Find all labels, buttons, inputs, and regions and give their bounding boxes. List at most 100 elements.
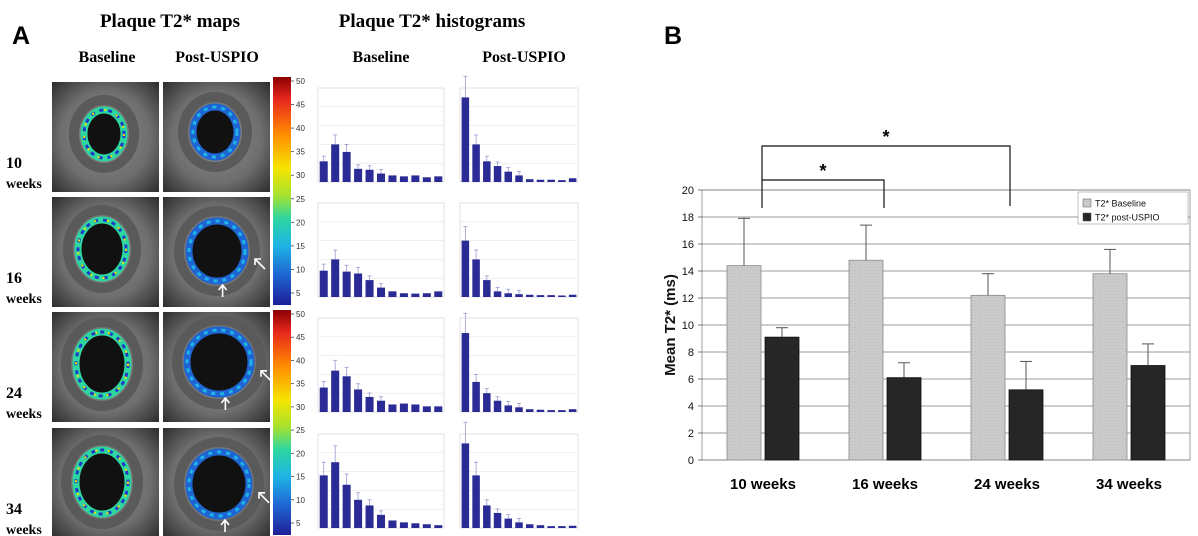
histogram-bar	[515, 294, 523, 297]
histogram-bar	[525, 294, 534, 297]
bar-post-uspio	[764, 336, 800, 461]
histogram-bar	[536, 409, 545, 412]
histogram-bar	[411, 175, 420, 182]
colorbar-tick-label: 5	[296, 289, 301, 298]
vessel-wall	[69, 95, 139, 173]
histogram-bar	[504, 293, 513, 297]
histogram-bar	[461, 97, 470, 182]
colorbar-tick-label: 40	[296, 356, 305, 365]
maps-baseline-label: Baseline	[79, 49, 136, 66]
histogram-bar	[376, 400, 386, 412]
row-label-num: 24	[6, 385, 22, 402]
arrow-icon	[220, 396, 231, 410]
histogram-bar	[483, 505, 491, 528]
histogram-bar	[536, 295, 545, 297]
row-label-unit: weeks	[6, 292, 42, 307]
colorbar-tick-label: 10	[296, 265, 305, 274]
colorbar-tick-label: 35	[296, 380, 305, 389]
y-tick-label: 10	[682, 320, 694, 332]
mri-post-image	[163, 428, 270, 536]
vessel-wall	[63, 205, 141, 293]
histogram-bar	[365, 396, 374, 412]
row-label-num: 10	[6, 155, 22, 172]
histogram-baseline	[317, 317, 445, 413]
histogram-bar	[411, 293, 420, 297]
histogram-bar	[422, 177, 431, 182]
colorbar-gradient	[273, 310, 291, 535]
histograms-header: Plaque T2* histograms	[339, 11, 526, 32]
mri-images	[52, 82, 272, 536]
bar-baseline	[1092, 273, 1128, 461]
panel-b-label: B	[664, 22, 682, 50]
legend-swatch	[1082, 212, 1092, 222]
histogram-bar	[342, 271, 351, 297]
histogram-post	[459, 312, 579, 413]
y-tick-label: 4	[688, 401, 694, 413]
histogram-bar	[376, 514, 386, 528]
histogram-baseline	[317, 202, 445, 298]
y-tick-label: 18	[682, 212, 694, 224]
histogram-bar	[331, 259, 340, 297]
colorbar-tick-label: 15	[296, 473, 305, 482]
x-tick-label: 34 weeks	[1096, 476, 1162, 493]
x-tick-label: 10 weeks	[730, 476, 796, 493]
histogram-bar	[504, 171, 513, 182]
vessel-wall	[172, 315, 266, 409]
y-tick-label: 0	[688, 455, 694, 467]
histogram-bar	[399, 293, 408, 297]
mri-post-image	[163, 312, 272, 422]
histogram-post	[459, 421, 579, 529]
histograms	[317, 75, 579, 529]
histogram-bar	[558, 526, 566, 528]
histogram-bar	[365, 280, 374, 297]
histogram-bar	[319, 387, 328, 412]
histogram-bar	[515, 522, 523, 528]
row-label-unit: weeks	[6, 177, 42, 192]
histogram-bar	[461, 443, 470, 528]
histogram-bar	[411, 523, 420, 528]
mri-baseline-image	[52, 312, 159, 422]
bracket-long	[761, 145, 1011, 206]
histogram-bar	[515, 175, 523, 182]
hist-post-label: Post-USPIO	[482, 49, 566, 66]
histogram-bar	[547, 410, 555, 412]
histogram-bar	[536, 525, 545, 528]
legend-entry: T2* Baseline	[1095, 199, 1146, 209]
histogram-bar	[365, 505, 374, 528]
plaque-ring-detail	[185, 328, 253, 396]
histogram-bar	[319, 161, 328, 182]
colorbar: 50 45 40 35 30 25 20 15 10 5	[273, 77, 305, 305]
histogram-bar	[331, 144, 340, 182]
colorbar-tick-label: 10	[296, 496, 305, 505]
legend-entry: T2* post-USPIO	[1095, 213, 1160, 223]
histogram-bar	[558, 180, 566, 182]
histogram-bar	[493, 166, 502, 182]
histogram-bar	[461, 333, 470, 412]
plaque-hotspots	[83, 109, 125, 159]
plaque-ring	[185, 217, 249, 285]
histogram-bar	[434, 291, 443, 297]
histogram-bar	[547, 179, 555, 182]
row-label-unit: weeks	[6, 407, 42, 422]
row-labels: 10 weeks 16 weeks 24 weeks 34 weeks	[6, 155, 42, 536]
bar-baseline	[726, 265, 762, 461]
x-tick-label: 16 weeks	[852, 476, 918, 493]
histogram-bar	[354, 168, 363, 182]
vessel-wall	[178, 92, 252, 172]
histogram-bar	[504, 405, 513, 412]
histogram-bar	[354, 389, 363, 412]
histogram-bar	[547, 526, 555, 528]
mri-baseline-image	[52, 428, 159, 536]
histogram-bar	[568, 409, 577, 412]
histogram-bar	[354, 273, 363, 297]
colorbar-tick-label: 25	[296, 426, 305, 435]
histogram-bar	[547, 295, 555, 297]
colorbar-tick-label: 20	[296, 449, 305, 458]
y-tick-label: 6	[688, 374, 694, 386]
plaque-ring-detail	[191, 105, 239, 159]
vessel-wall	[61, 317, 143, 411]
histogram-bar	[558, 410, 566, 412]
bar-chart: 0 2 4 6 8 10 12 14 16 18 20 Mean T2* (ms) 10 weeks 16…	[662, 127, 1191, 493]
histogram-bar	[493, 512, 502, 528]
vessel-wall	[174, 437, 264, 531]
